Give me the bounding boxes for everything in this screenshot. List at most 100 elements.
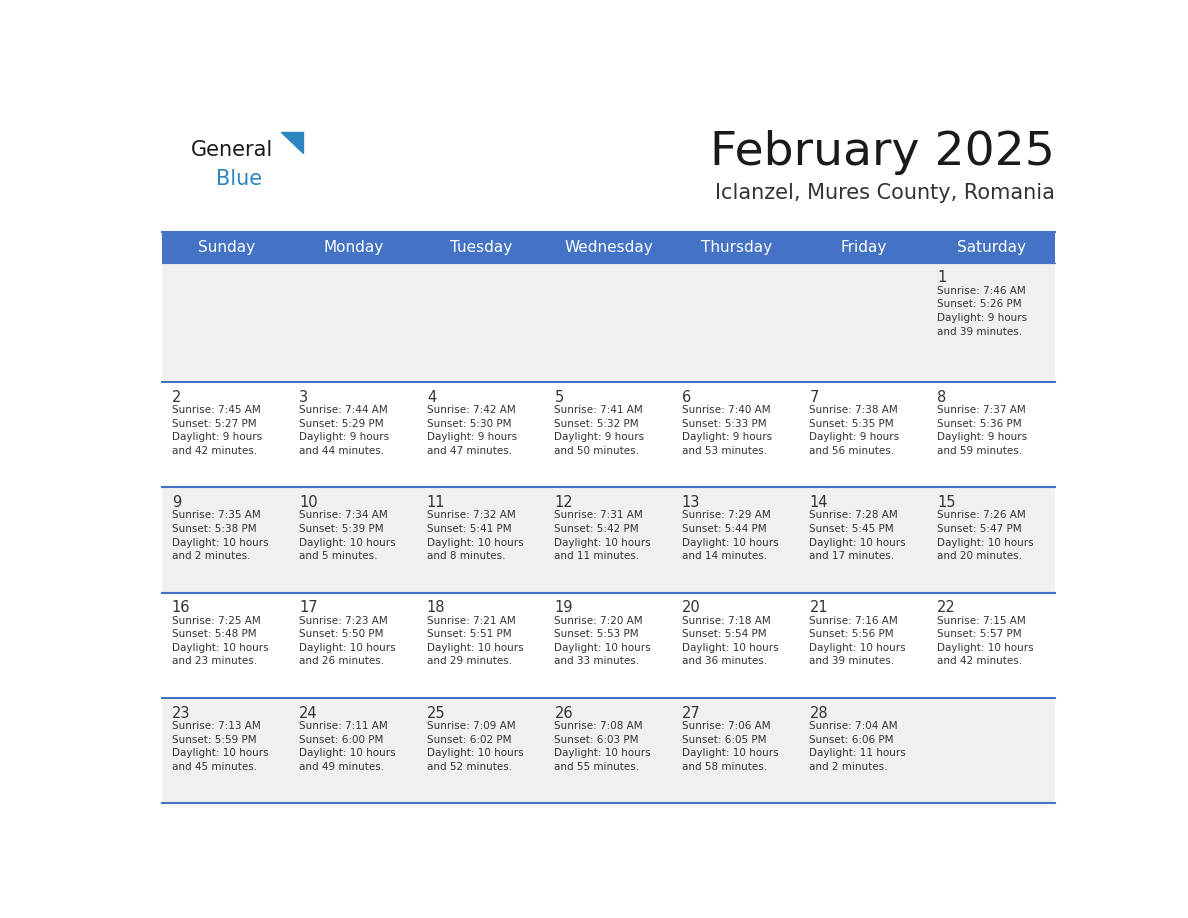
Bar <box>545 382 672 487</box>
Bar <box>290 698 417 803</box>
Text: Sunrise: 7:11 AM
Sunset: 6:00 PM
Daylight: 10 hours
and 49 minutes.: Sunrise: 7:11 AM Sunset: 6:00 PM Dayligh… <box>299 721 396 772</box>
Text: Sunrise: 7:13 AM
Sunset: 5:59 PM
Daylight: 10 hours
and 45 minutes.: Sunrise: 7:13 AM Sunset: 5:59 PM Dayligh… <box>172 721 268 772</box>
Text: 28: 28 <box>809 706 828 721</box>
Text: Tuesday: Tuesday <box>450 240 512 254</box>
Text: Sunrise: 7:42 AM
Sunset: 5:30 PM
Daylight: 9 hours
and 47 minutes.: Sunrise: 7:42 AM Sunset: 5:30 PM Dayligh… <box>426 405 517 456</box>
Bar <box>417 382 545 487</box>
Text: 10: 10 <box>299 495 318 510</box>
Text: 4: 4 <box>426 389 436 405</box>
Bar <box>545 592 672 698</box>
Bar <box>163 698 290 803</box>
Text: Sunrise: 7:23 AM
Sunset: 5:50 PM
Daylight: 10 hours
and 26 minutes.: Sunrise: 7:23 AM Sunset: 5:50 PM Dayligh… <box>299 616 396 666</box>
Text: 19: 19 <box>555 600 573 615</box>
Text: 15: 15 <box>937 495 955 510</box>
Text: 9: 9 <box>172 495 181 510</box>
Bar <box>672 487 801 592</box>
Text: 27: 27 <box>682 706 701 721</box>
Text: 26: 26 <box>555 706 573 721</box>
Bar <box>163 487 290 592</box>
Bar <box>417 592 545 698</box>
Text: Sunrise: 7:34 AM
Sunset: 5:39 PM
Daylight: 10 hours
and 5 minutes.: Sunrise: 7:34 AM Sunset: 5:39 PM Dayligh… <box>299 510 396 561</box>
Text: Sunrise: 7:20 AM
Sunset: 5:53 PM
Daylight: 10 hours
and 33 minutes.: Sunrise: 7:20 AM Sunset: 5:53 PM Dayligh… <box>555 616 651 666</box>
Bar <box>163 382 290 487</box>
Text: Sunrise: 7:06 AM
Sunset: 6:05 PM
Daylight: 10 hours
and 58 minutes.: Sunrise: 7:06 AM Sunset: 6:05 PM Dayligh… <box>682 721 778 772</box>
Text: Sunrise: 7:41 AM
Sunset: 5:32 PM
Daylight: 9 hours
and 50 minutes.: Sunrise: 7:41 AM Sunset: 5:32 PM Dayligh… <box>555 405 645 456</box>
Text: 7: 7 <box>809 389 819 405</box>
Bar <box>672 592 801 698</box>
Bar <box>290 592 417 698</box>
Text: Sunrise: 7:28 AM
Sunset: 5:45 PM
Daylight: 10 hours
and 17 minutes.: Sunrise: 7:28 AM Sunset: 5:45 PM Dayligh… <box>809 510 906 561</box>
Text: 2: 2 <box>172 389 181 405</box>
Text: Sunrise: 7:25 AM
Sunset: 5:48 PM
Daylight: 10 hours
and 23 minutes.: Sunrise: 7:25 AM Sunset: 5:48 PM Dayligh… <box>172 616 268 666</box>
Bar <box>928 592 1055 698</box>
Bar <box>801 592 928 698</box>
Text: 13: 13 <box>682 495 700 510</box>
Text: 25: 25 <box>426 706 446 721</box>
Bar <box>163 592 290 698</box>
Text: 8: 8 <box>937 389 947 405</box>
Text: Sunrise: 7:09 AM
Sunset: 6:02 PM
Daylight: 10 hours
and 52 minutes.: Sunrise: 7:09 AM Sunset: 6:02 PM Dayligh… <box>426 721 524 772</box>
Text: 5: 5 <box>555 389 563 405</box>
Text: 16: 16 <box>172 600 190 615</box>
Text: 17: 17 <box>299 600 318 615</box>
Text: Sunrise: 7:40 AM
Sunset: 5:33 PM
Daylight: 9 hours
and 53 minutes.: Sunrise: 7:40 AM Sunset: 5:33 PM Dayligh… <box>682 405 772 456</box>
Bar <box>545 263 672 382</box>
Bar <box>672 263 801 382</box>
Text: Sunrise: 7:15 AM
Sunset: 5:57 PM
Daylight: 10 hours
and 42 minutes.: Sunrise: 7:15 AM Sunset: 5:57 PM Dayligh… <box>937 616 1034 666</box>
Bar <box>290 487 417 592</box>
Bar <box>545 698 672 803</box>
Bar <box>417 487 545 592</box>
Text: 23: 23 <box>172 706 190 721</box>
Text: 1: 1 <box>937 270 947 285</box>
Text: 6: 6 <box>682 389 691 405</box>
Bar <box>672 698 801 803</box>
Text: 14: 14 <box>809 495 828 510</box>
Bar <box>163 263 290 382</box>
Text: Sunrise: 7:26 AM
Sunset: 5:47 PM
Daylight: 10 hours
and 20 minutes.: Sunrise: 7:26 AM Sunset: 5:47 PM Dayligh… <box>937 510 1034 561</box>
Text: Sunrise: 7:32 AM
Sunset: 5:41 PM
Daylight: 10 hours
and 8 minutes.: Sunrise: 7:32 AM Sunset: 5:41 PM Dayligh… <box>426 510 524 561</box>
Text: Sunrise: 7:38 AM
Sunset: 5:35 PM
Daylight: 9 hours
and 56 minutes.: Sunrise: 7:38 AM Sunset: 5:35 PM Dayligh… <box>809 405 899 456</box>
Text: Sunrise: 7:37 AM
Sunset: 5:36 PM
Daylight: 9 hours
and 59 minutes.: Sunrise: 7:37 AM Sunset: 5:36 PM Dayligh… <box>937 405 1028 456</box>
Bar <box>672 382 801 487</box>
Bar <box>801 382 928 487</box>
Text: Sunrise: 7:21 AM
Sunset: 5:51 PM
Daylight: 10 hours
and 29 minutes.: Sunrise: 7:21 AM Sunset: 5:51 PM Dayligh… <box>426 616 524 666</box>
Bar <box>417 263 545 382</box>
Bar <box>928 698 1055 803</box>
Text: Sunrise: 7:46 AM
Sunset: 5:26 PM
Daylight: 9 hours
and 39 minutes.: Sunrise: 7:46 AM Sunset: 5:26 PM Dayligh… <box>937 285 1028 337</box>
Text: Sunrise: 7:35 AM
Sunset: 5:38 PM
Daylight: 10 hours
and 2 minutes.: Sunrise: 7:35 AM Sunset: 5:38 PM Dayligh… <box>172 510 268 561</box>
Text: Friday: Friday <box>841 240 887 254</box>
Text: Sunrise: 7:18 AM
Sunset: 5:54 PM
Daylight: 10 hours
and 36 minutes.: Sunrise: 7:18 AM Sunset: 5:54 PM Dayligh… <box>682 616 778 666</box>
Text: 11: 11 <box>426 495 446 510</box>
Bar <box>928 263 1055 382</box>
Text: 12: 12 <box>555 495 573 510</box>
Text: 3: 3 <box>299 389 309 405</box>
Bar <box>290 263 417 382</box>
Text: Sunrise: 7:04 AM
Sunset: 6:06 PM
Daylight: 11 hours
and 2 minutes.: Sunrise: 7:04 AM Sunset: 6:06 PM Dayligh… <box>809 721 906 772</box>
Text: Sunrise: 7:44 AM
Sunset: 5:29 PM
Daylight: 9 hours
and 44 minutes.: Sunrise: 7:44 AM Sunset: 5:29 PM Dayligh… <box>299 405 390 456</box>
Text: 22: 22 <box>937 600 956 615</box>
Text: Sunrise: 7:29 AM
Sunset: 5:44 PM
Daylight: 10 hours
and 14 minutes.: Sunrise: 7:29 AM Sunset: 5:44 PM Dayligh… <box>682 510 778 561</box>
Text: Sunrise: 7:45 AM
Sunset: 5:27 PM
Daylight: 9 hours
and 42 minutes.: Sunrise: 7:45 AM Sunset: 5:27 PM Dayligh… <box>172 405 261 456</box>
Text: Sunrise: 7:08 AM
Sunset: 6:03 PM
Daylight: 10 hours
and 55 minutes.: Sunrise: 7:08 AM Sunset: 6:03 PM Dayligh… <box>555 721 651 772</box>
Text: 20: 20 <box>682 600 701 615</box>
Bar <box>928 382 1055 487</box>
Text: 24: 24 <box>299 706 318 721</box>
Text: Sunrise: 7:16 AM
Sunset: 5:56 PM
Daylight: 10 hours
and 39 minutes.: Sunrise: 7:16 AM Sunset: 5:56 PM Dayligh… <box>809 616 906 666</box>
Text: 21: 21 <box>809 600 828 615</box>
Text: Monday: Monday <box>323 240 384 254</box>
Bar <box>801 698 928 803</box>
Text: Iclanzel, Mures County, Romania: Iclanzel, Mures County, Romania <box>715 184 1055 203</box>
Text: Thursday: Thursday <box>701 240 772 254</box>
Bar <box>545 487 672 592</box>
Bar <box>801 263 928 382</box>
Bar <box>163 232 1055 263</box>
Text: Wednesday: Wednesday <box>564 240 653 254</box>
Text: 18: 18 <box>426 600 446 615</box>
Bar <box>928 487 1055 592</box>
Text: Sunday: Sunday <box>197 240 254 254</box>
Text: General: General <box>191 140 273 161</box>
Bar <box>417 698 545 803</box>
Polygon shape <box>282 132 303 152</box>
Text: Sunrise: 7:31 AM
Sunset: 5:42 PM
Daylight: 10 hours
and 11 minutes.: Sunrise: 7:31 AM Sunset: 5:42 PM Dayligh… <box>555 510 651 561</box>
Text: Saturday: Saturday <box>958 240 1026 254</box>
